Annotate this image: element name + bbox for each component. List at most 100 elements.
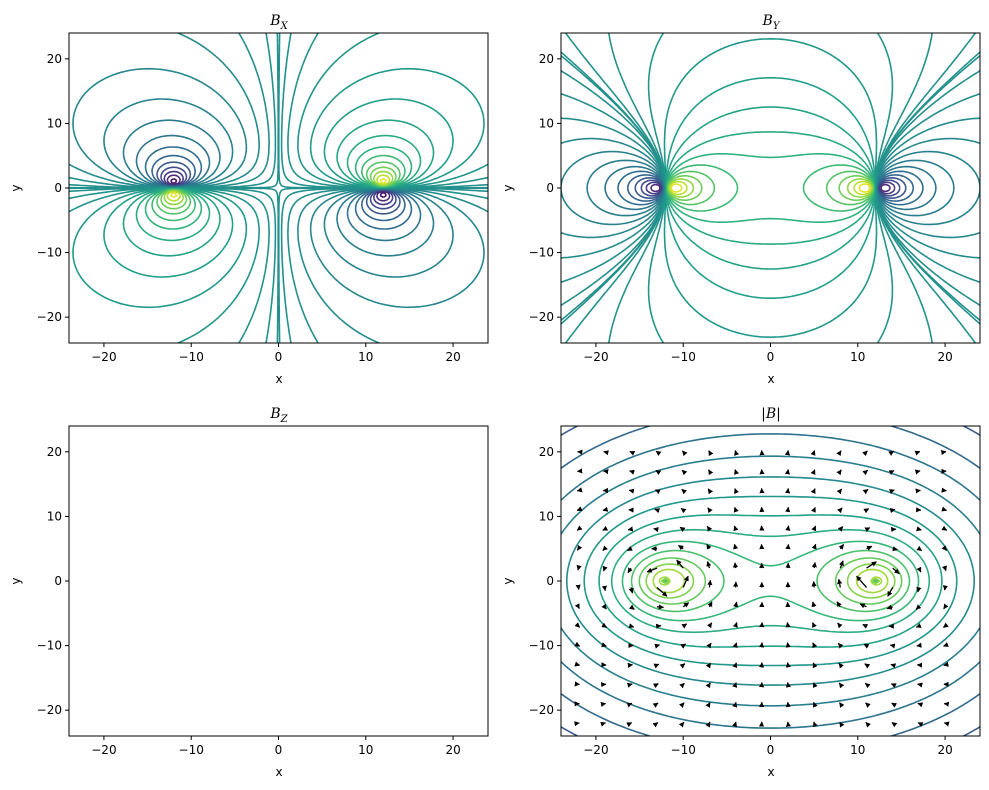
quiver-arrow: [679, 526, 686, 533]
y-tick-label: 20: [47, 52, 62, 66]
quiver-arrow: [836, 450, 842, 457]
quiver-arrow: [655, 623, 662, 629]
x-ticks: −20 −10 0 10 20: [91, 343, 461, 364]
quiver-arrow: [838, 560, 844, 569]
contour-line: [561, 433, 980, 729]
contour-line: [586, 159, 955, 217]
quiver-arrow: [891, 722, 898, 728]
quiver-arrow: [863, 508, 870, 514]
y-ticks: −20 −10 0 10 20: [37, 445, 69, 717]
quiver-arrow: [812, 701, 818, 708]
x-tick-label: 0: [275, 743, 283, 757]
quiver-arrow: [576, 525, 583, 531]
x-tick-label: −20: [91, 743, 116, 757]
quiver-arrow: [576, 506, 583, 512]
y-tick-label: 0: [546, 574, 554, 588]
panel-title: BY: [762, 13, 781, 32]
quiver-arrow: [862, 469, 869, 476]
contour-line: [72, 67, 485, 309]
y-tick-label: 0: [54, 574, 62, 588]
y-tick-label: −10: [37, 639, 62, 653]
quiver-arrow: [837, 622, 843, 629]
contour-line: [561, 150, 980, 226]
contour-line: [103, 98, 454, 278]
y-axis-label: y: [501, 577, 515, 584]
quiver-arrow: [705, 721, 711, 728]
quiver-arrow: [654, 489, 661, 495]
quiver-arrow: [655, 450, 662, 457]
quiver-arrow: [602, 565, 608, 572]
panel-bx: BX −20 −10 0 10 20 −20 −10 0 10 20 x y: [9, 13, 489, 386]
contour-line: [598, 514, 943, 648]
x-tick-label: 20: [937, 743, 952, 757]
quiver-arrow: [865, 702, 871, 708]
quiver-arrow: [859, 603, 867, 609]
axes-frame: [68, 425, 489, 737]
quiver-arrow: [836, 469, 842, 476]
contour-line: [610, 528, 931, 634]
quiver-arrow: [839, 702, 845, 708]
quiver-arrow: [785, 543, 791, 550]
y-tick-label: −10: [529, 246, 554, 260]
y-ticks: −20 −10 0 10 20: [529, 445, 561, 717]
quiver-arrow: [656, 586, 668, 597]
quiver-arrow: [601, 642, 607, 648]
contour-line: [665, 131, 876, 245]
contour-line: [561, 51, 980, 325]
contour-line: [135, 134, 422, 242]
y-tick-label: −20: [37, 703, 62, 717]
quiver-arrow: [707, 601, 713, 608]
contour-line: [156, 161, 401, 215]
quiver-arrow: [811, 525, 817, 532]
quiver-arrow: [916, 526, 922, 532]
quiver-arrow: [916, 586, 922, 593]
panel-title: |B|: [761, 406, 781, 422]
x-tick-label: −10: [179, 743, 204, 757]
quiver-arrow: [732, 682, 738, 688]
quiver-arrow: [862, 623, 869, 629]
quiver-arrow: [705, 702, 711, 708]
quiver-arrow: [653, 663, 660, 669]
quiver-arrow: [866, 561, 877, 569]
quiver-arrow: [943, 603, 949, 610]
quiver-arrow: [676, 559, 684, 569]
quiver-arrow: [811, 601, 817, 608]
contour-line: [665, 77, 876, 299]
quiver-arrow: [706, 561, 712, 569]
quiver-arrow: [888, 450, 895, 456]
panel-bz: BZ −20 −10 0 10 20 −20 −10 0 10 20 x y: [9, 406, 489, 779]
y-tick-label: 0: [54, 181, 62, 195]
x-tick-label: −10: [179, 350, 204, 364]
quiver-arrow: [678, 702, 685, 708]
quiver-arrow: [576, 564, 582, 571]
quiver-arrow: [864, 527, 871, 533]
y-axis-label: y: [9, 184, 23, 191]
quiver-arrow: [892, 546, 899, 552]
quiver-arrow: [891, 702, 898, 708]
contour-line: [663, 38, 878, 338]
contour-line: [170, 177, 387, 199]
y-axis-label: y: [501, 184, 515, 191]
y-tick-label: −10: [529, 639, 554, 653]
y-tick-label: 20: [539, 445, 554, 459]
x-ticks: −20 −10 0 10 20: [91, 736, 461, 757]
contour-line: [561, 137, 980, 239]
quiver-arrow: [941, 525, 948, 531]
quiver-arrow: [733, 543, 739, 550]
quiver-arrow: [708, 450, 714, 457]
quiver-arrow: [862, 450, 868, 457]
quiver-arrow: [707, 579, 713, 588]
quiver-arrow: [886, 604, 893, 610]
y-tick-label: −20: [529, 703, 554, 717]
quiver-arrow: [810, 469, 816, 476]
contour-line: [645, 563, 896, 599]
panel-by: BY −20 −10 0 10 20 −20 −10 0 10 20 x y: [501, 13, 981, 386]
quiver-arrow: [812, 662, 818, 669]
contour-line: [103, 98, 454, 278]
y-axis-label: y: [9, 577, 23, 584]
quiver-arrow: [916, 545, 923, 552]
quiver-arrow: [574, 622, 581, 628]
quiver-arrow: [626, 546, 633, 552]
contour-line: [561, 426, 980, 736]
